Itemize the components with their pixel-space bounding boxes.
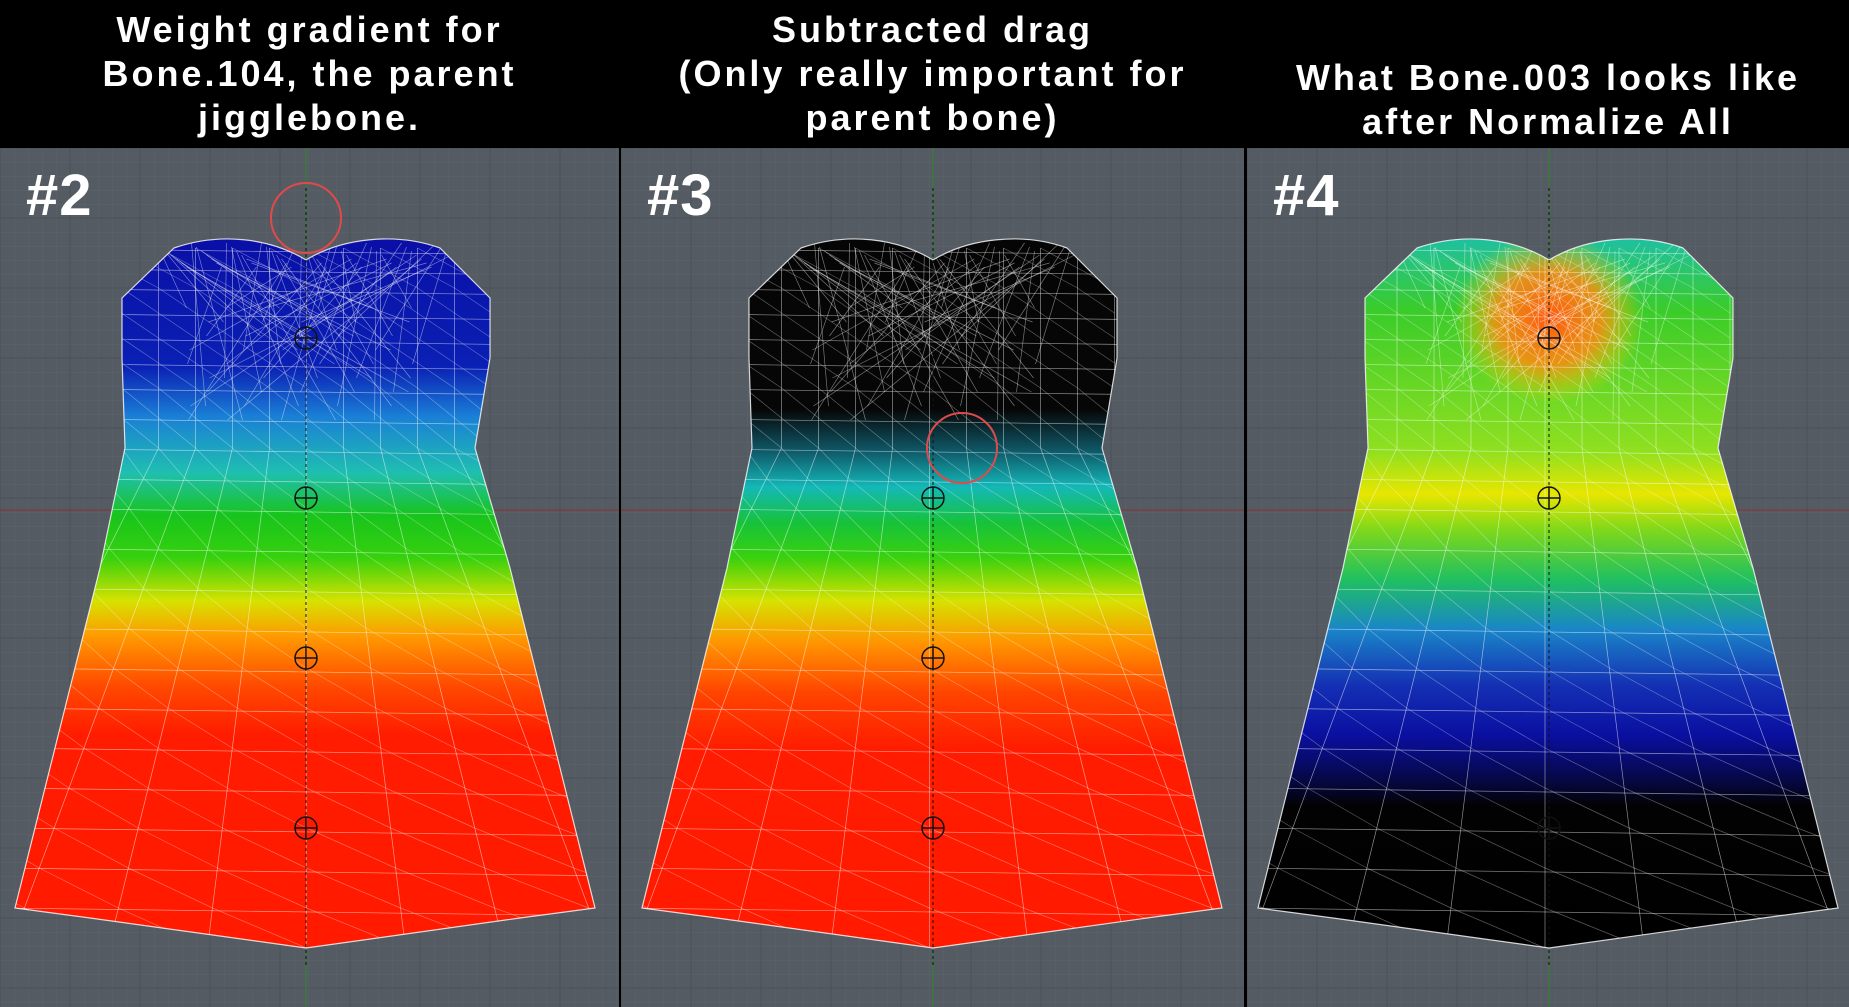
bone-joint-icon[interactable] [1537, 326, 1561, 350]
viewport-canvas [1247, 148, 1849, 1007]
bone-joint-icon[interactable] [1537, 486, 1561, 510]
bone-joint-icon[interactable] [294, 816, 318, 840]
bone-joint-icon[interactable] [921, 486, 945, 510]
bone-joint-icon[interactable] [294, 486, 318, 510]
viewport-3d[interactable] [0, 148, 619, 1007]
panel-weight-gradient: Weight gradient for Bone.104, the parent… [0, 0, 619, 1007]
panel-subtracted-drag: Subtracted drag (Only really important f… [621, 0, 1244, 1007]
bone-joint-icon[interactable] [294, 646, 318, 670]
viewport-3d[interactable] [1247, 148, 1849, 1007]
caption-line-2: Bone.104, the parent [102, 53, 517, 94]
weight-hotspot [1454, 238, 1644, 403]
panel-caption: Weight gradient for Bone.104, the parent… [0, 0, 619, 148]
caption-line-1: What Bone.003 looks like [1295, 57, 1801, 98]
panel-number-label: #2 [26, 163, 93, 228]
panel-normalized-weights: What Bone.003 looks like after Normalize… [1247, 0, 1849, 1007]
panel-number-label: #3 [647, 163, 714, 228]
caption-line-1: Subtracted drag [771, 9, 1094, 50]
caption-line-2: after Normalize All [1362, 101, 1734, 142]
viewport-canvas [621, 148, 1244, 1007]
panel-caption: What Bone.003 looks like after Normalize… [1247, 0, 1849, 148]
panel-caption: Subtracted drag (Only really important f… [621, 0, 1244, 148]
bone-selection-ring-icon[interactable] [270, 182, 342, 254]
viewport-canvas [0, 148, 619, 1007]
caption-line-1: Weight gradient for [116, 9, 503, 50]
panel-number-label: #4 [1273, 163, 1340, 228]
bone-joint-icon[interactable] [921, 816, 945, 840]
caption-line-2: (Only really important for [678, 53, 1187, 94]
bone-selection-ring-icon[interactable] [926, 412, 998, 484]
bone-joint-icon[interactable] [1537, 816, 1561, 840]
viewport-3d[interactable] [621, 148, 1244, 1007]
bone-joint-icon[interactable] [294, 326, 318, 350]
caption-line-3: jigglebone. [197, 97, 421, 138]
bone-joint-icon[interactable] [921, 646, 945, 670]
caption-line-3: parent bone) [805, 97, 1060, 138]
